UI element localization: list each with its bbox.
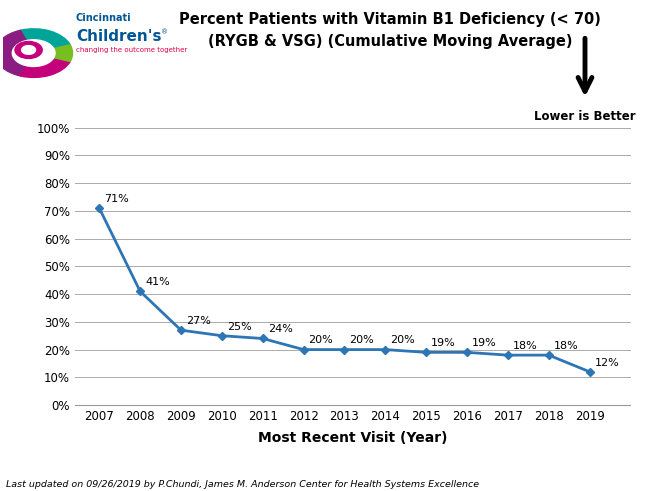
Text: Last updated on 09/26/2019 by P.Chundi, James M. Anderson Center for Health Syst: Last updated on 09/26/2019 by P.Chundi, … — [6, 480, 480, 489]
Text: changing the outcome together: changing the outcome together — [76, 47, 187, 53]
Text: 18%: 18% — [513, 341, 538, 351]
Text: 18%: 18% — [554, 341, 578, 351]
Wedge shape — [20, 53, 70, 78]
Text: ®: ® — [161, 29, 168, 35]
Text: Percent Patients with Vitamin B1 Deficiency (< 70): Percent Patients with Vitamin B1 Deficie… — [179, 12, 601, 27]
Text: 27%: 27% — [186, 316, 211, 326]
Text: 41%: 41% — [145, 277, 170, 287]
Text: 20%: 20% — [349, 335, 374, 346]
Circle shape — [21, 46, 36, 55]
Text: 19%: 19% — [431, 338, 456, 348]
Text: Lower is Better: Lower is Better — [534, 110, 636, 123]
Text: 25%: 25% — [227, 322, 252, 331]
Text: 24%: 24% — [268, 325, 293, 334]
Text: (RYGB & VSG) (Cumulative Moving Average): (RYGB & VSG) (Cumulative Moving Average) — [208, 34, 572, 50]
Text: 19%: 19% — [472, 338, 497, 348]
Wedge shape — [0, 30, 34, 76]
Text: 20%: 20% — [390, 335, 415, 346]
Circle shape — [15, 41, 42, 58]
Text: Children's: Children's — [76, 29, 161, 44]
Circle shape — [12, 40, 55, 66]
Circle shape — [0, 29, 73, 78]
Wedge shape — [34, 45, 73, 61]
Text: 12%: 12% — [595, 357, 619, 368]
Text: 71%: 71% — [104, 194, 129, 204]
Text: Cincinnati: Cincinnati — [76, 13, 131, 23]
X-axis label: Most Recent Visit (Year): Most Recent Visit (Year) — [258, 431, 447, 445]
Text: 20%: 20% — [309, 335, 333, 346]
Wedge shape — [20, 29, 70, 53]
